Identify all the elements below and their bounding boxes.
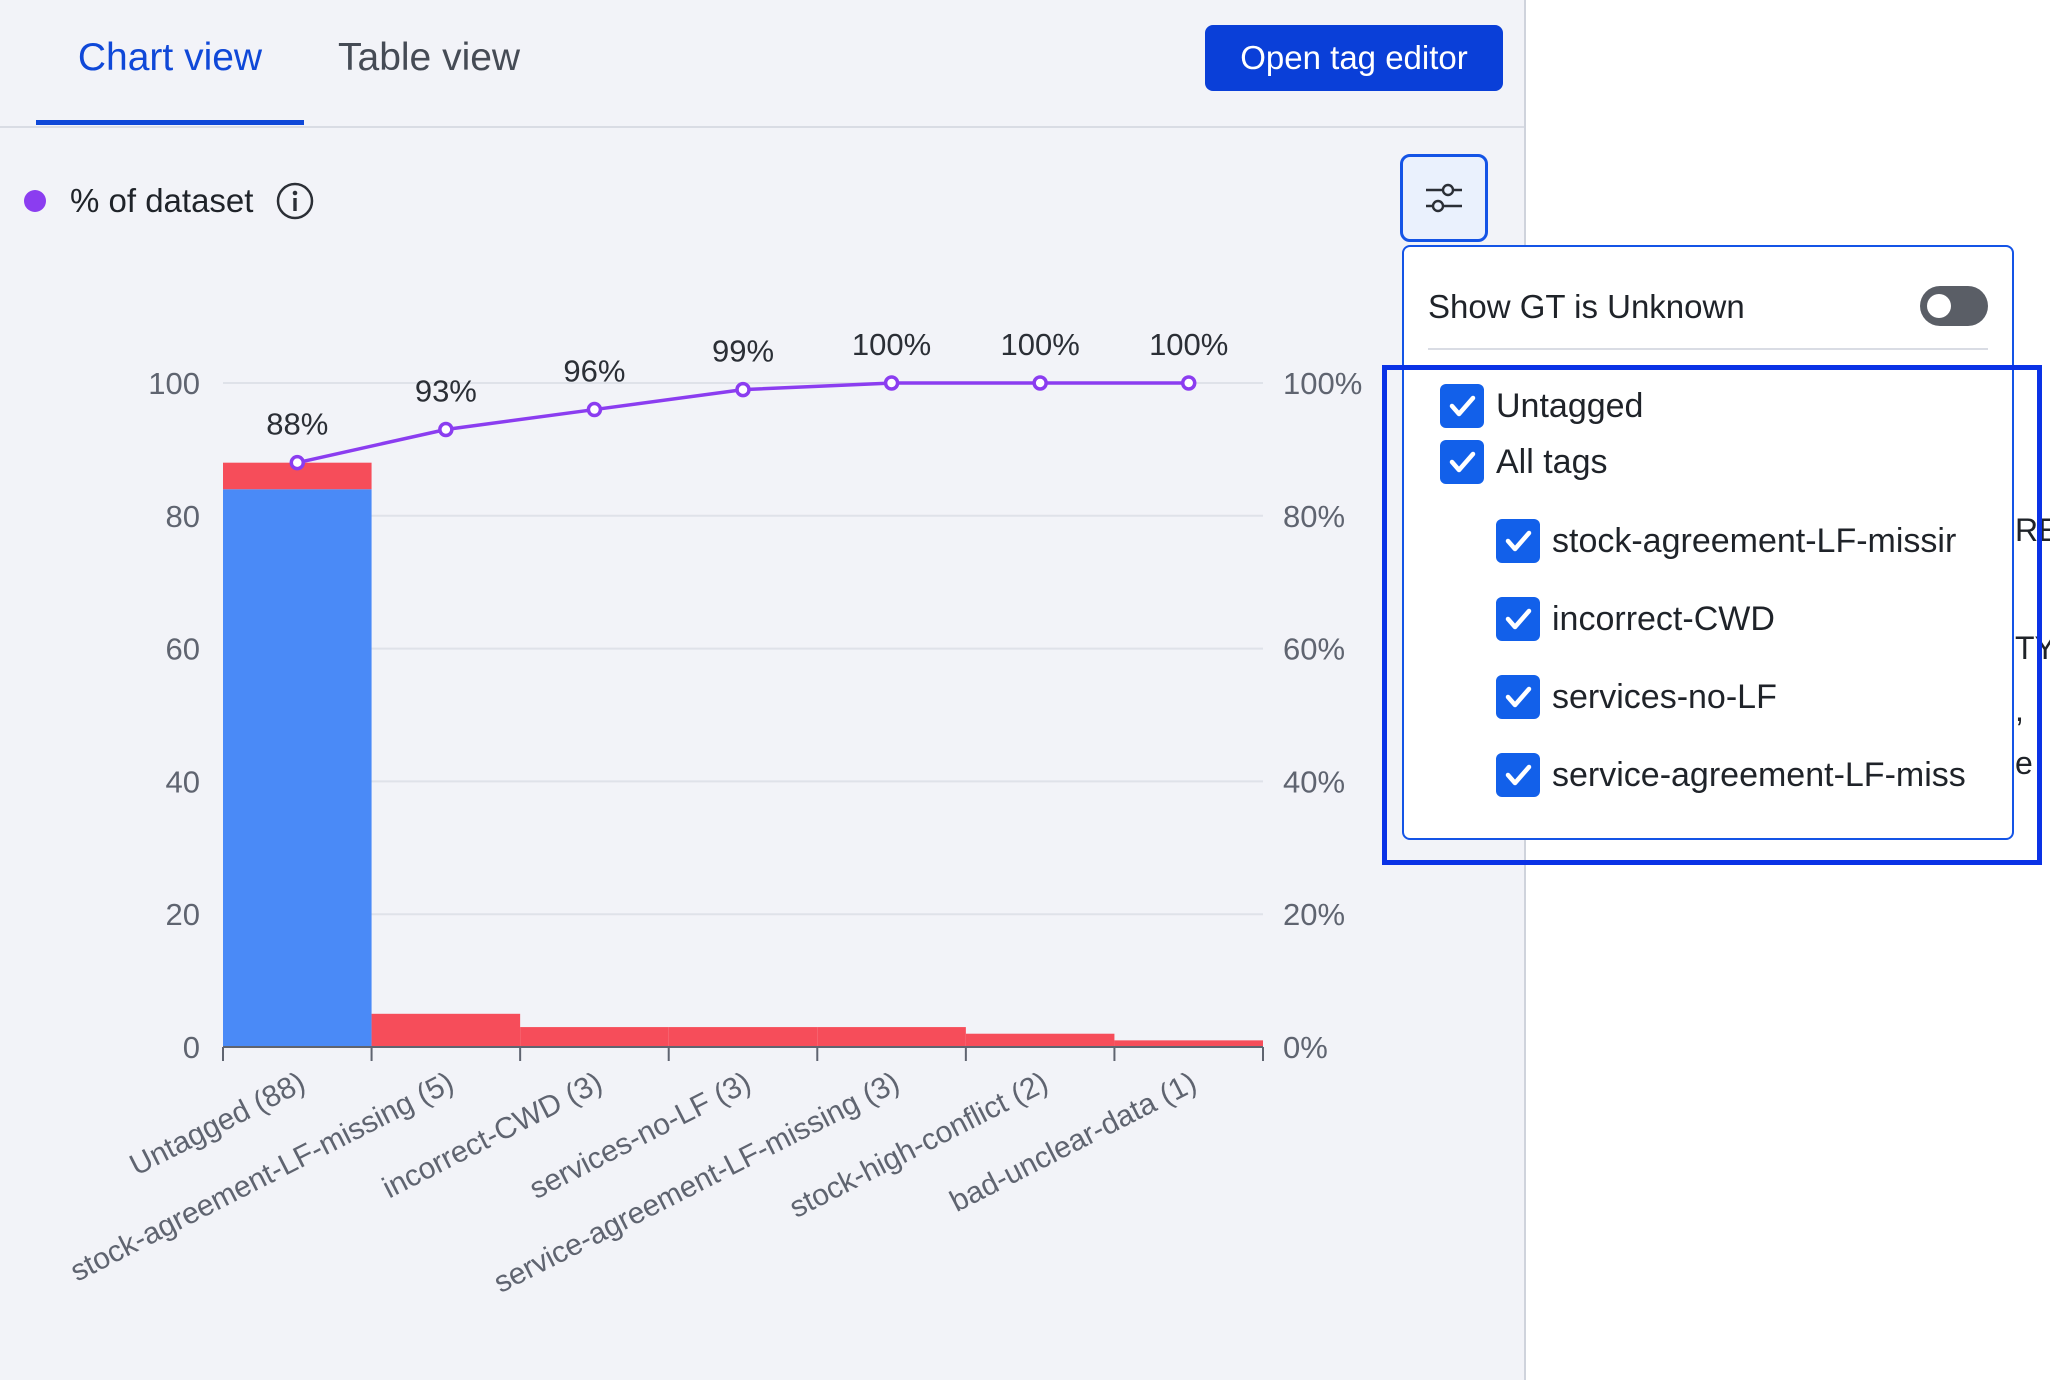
sliders-icon bbox=[1426, 183, 1462, 213]
legend-dot bbox=[24, 190, 46, 212]
bar-segment bbox=[965, 1033, 1115, 1047]
tag-checkbox-row[interactable]: service-agreement-LF-miss bbox=[1496, 751, 1976, 799]
checkmark-icon bbox=[1449, 395, 1476, 417]
y-tick-label: 60 bbox=[166, 632, 200, 667]
tag-checkbox-list: Untagged All tags stock-agreement-LF-missi… bbox=[1404, 362, 2012, 822]
checkbox-label: services-no-LF bbox=[1552, 677, 1777, 716]
cumulative-pct-label: 99% bbox=[712, 334, 774, 369]
open-tag-editor-button[interactable]: Open tag editor bbox=[1205, 25, 1503, 91]
cumulative-point bbox=[735, 381, 751, 398]
tag-checkbox-row[interactable]: services-no-LF bbox=[1496, 673, 1976, 721]
cumulative-point bbox=[883, 375, 900, 391]
y2-tick-label: 20% bbox=[1283, 897, 1345, 932]
tab-table-view[interactable]: Table view bbox=[338, 30, 520, 120]
y2-tick-label: 40% bbox=[1283, 764, 1345, 799]
cumulative-point bbox=[586, 401, 603, 418]
chart-legend: % of dataset bbox=[24, 178, 315, 224]
show-gt-unknown-toggle[interactable] bbox=[1920, 286, 1988, 326]
checkbox-label: service-agreement-LF-miss bbox=[1552, 755, 1966, 794]
checkmark-icon bbox=[1505, 764, 1532, 786]
active-tab-indicator bbox=[36, 120, 304, 125]
show-gt-unknown-label: Show GT is Unknown bbox=[1428, 288, 1745, 325]
y2-tick-label: 80% bbox=[1283, 499, 1345, 534]
checkbox-label: Untagged bbox=[1496, 386, 1644, 425]
x-category-label: stock-high-conflict (2) bbox=[784, 1066, 1053, 1225]
checkbox[interactable] bbox=[1496, 519, 1540, 563]
checkbox[interactable] bbox=[1496, 675, 1540, 719]
tag-checkbox-row[interactable]: incorrect-CWD bbox=[1496, 595, 1976, 643]
checkbox[interactable] bbox=[1440, 384, 1484, 428]
y-tick-label: 80 bbox=[166, 499, 200, 534]
show-gt-unknown-row: Show GT is Unknown bbox=[1428, 283, 1988, 331]
checkmark-icon bbox=[1449, 451, 1476, 473]
bar-segment bbox=[520, 1027, 669, 1047]
tab-chart-view[interactable]: Chart view bbox=[36, 30, 304, 125]
background-text-fragment: RE bbox=[2015, 512, 2050, 548]
y-tick-label: 0 bbox=[183, 1030, 200, 1065]
cumulative-pct-label: 100% bbox=[1149, 327, 1228, 362]
cumulative-point bbox=[289, 454, 306, 471]
cumulative-pct-label: 96% bbox=[563, 354, 625, 389]
y-tick-label: 40 bbox=[166, 764, 200, 799]
checkmark-icon bbox=[1505, 686, 1532, 708]
x-category-label: bad-unclear-data (1) bbox=[945, 1066, 1202, 1219]
tab-chart-view-label: Chart view bbox=[77, 36, 263, 79]
checkmark-icon bbox=[1505, 530, 1532, 552]
checkbox-label: stock-agreement-LF-missir bbox=[1552, 521, 1957, 560]
cumulative-pct-label: 100% bbox=[1000, 327, 1079, 362]
pareto-chart: 0 0%20 20%40 40%60 60%80 80%100 100%Untagged (… bbox=[65, 327, 1362, 1300]
tab-table-view-label: Table view bbox=[338, 36, 521, 79]
cumulative-pct-label: 88% bbox=[266, 407, 328, 442]
legend-label: % of dataset bbox=[70, 182, 254, 219]
background-text-fragment: e bbox=[2015, 745, 2033, 781]
y2-tick-label: 0% bbox=[1283, 1030, 1328, 1065]
y2-tick-label: 100% bbox=[1283, 366, 1362, 401]
cumulative-pct-label: 100% bbox=[852, 327, 931, 362]
chart-settings-button[interactable] bbox=[1400, 154, 1488, 242]
toggle-knob bbox=[1927, 294, 1951, 318]
tag-filter-dropdown: Show GT is Unknown Untagged All tags stock… bbox=[1402, 245, 2014, 840]
bar-segment bbox=[817, 1027, 966, 1047]
bar-segment bbox=[668, 1027, 818, 1047]
checkbox-label: incorrect-CWD bbox=[1552, 599, 1775, 638]
tag-checkbox-row[interactable]: stock-agreement-LF-missir bbox=[1496, 517, 1976, 565]
checkmark-icon bbox=[1505, 608, 1532, 630]
checkbox[interactable] bbox=[1496, 597, 1540, 641]
background-text-fragment: TY bbox=[2015, 630, 2050, 666]
tag-checkbox-row[interactable]: All tags bbox=[1440, 438, 1980, 486]
bar-segment bbox=[223, 489, 372, 1047]
cumulative-pct-label: 93% bbox=[415, 373, 477, 408]
info-icon[interactable] bbox=[275, 181, 315, 221]
tag-checkbox-row[interactable]: Untagged bbox=[1440, 382, 1980, 430]
background-text-fragment: , bbox=[2015, 692, 2024, 728]
cumulative-point bbox=[1180, 375, 1197, 391]
y2-tick-label: 60% bbox=[1283, 632, 1345, 667]
cumulative-point bbox=[438, 421, 454, 438]
view-tabs: Chart view Table view bbox=[0, 0, 1524, 128]
checkbox-label: All tags bbox=[1496, 442, 1608, 481]
bar-segment bbox=[1114, 1040, 1263, 1047]
checkbox[interactable] bbox=[1440, 440, 1484, 484]
chart-panel: Chart view Table view Open tag editor % … bbox=[0, 0, 1526, 1380]
divider bbox=[1428, 348, 1988, 350]
y-tick-label: 100 bbox=[148, 366, 200, 401]
bar-segment bbox=[371, 1013, 521, 1047]
checkbox[interactable] bbox=[1496, 753, 1540, 797]
y-tick-label: 20 bbox=[166, 897, 200, 932]
cumulative-point bbox=[1032, 375, 1048, 391]
